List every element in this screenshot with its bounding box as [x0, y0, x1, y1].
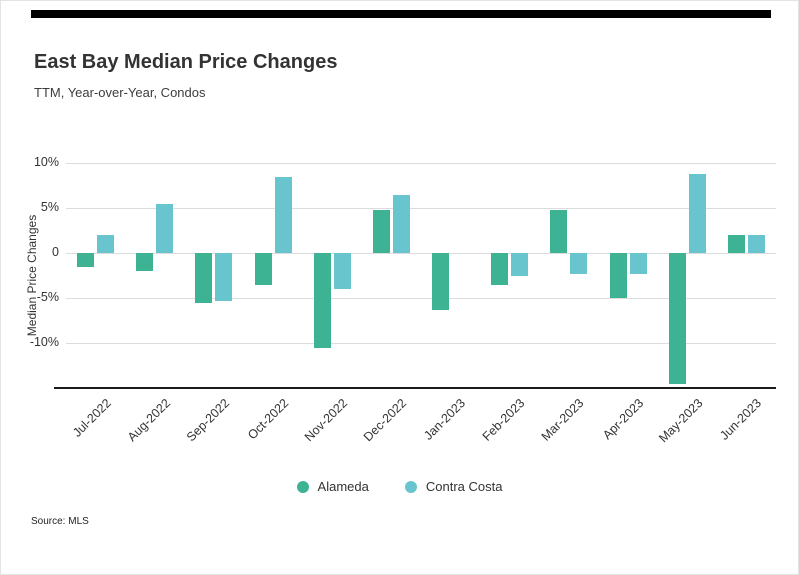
bar-alameda	[727, 235, 745, 253]
y-tick-label: 5%	[40, 200, 59, 214]
bar-alameda	[609, 253, 627, 298]
legend: Alameda Contra Costa	[1, 479, 798, 494]
legend-item: Contra Costa	[404, 479, 503, 494]
top-accent-bar	[31, 10, 771, 18]
y-axis-title: Median Price Changes	[25, 214, 39, 337]
y-tick-label: 0	[52, 245, 59, 259]
chart-subtitle: TTM, Year-over-Year, Condos	[34, 85, 206, 100]
bar-contra-costa	[215, 253, 233, 301]
x-axis-label: Mar-2023	[539, 396, 587, 444]
plot-area: Jul-2022 Aug-2022 Sep-2022 Oct-2022 Nov-2022…	[54, 163, 776, 445]
bar-alameda	[136, 253, 154, 271]
gridline	[66, 298, 776, 299]
bar-alameda	[313, 253, 331, 348]
bar-contra-costa	[274, 176, 292, 253]
x-axis-line	[54, 387, 776, 389]
gridline	[66, 208, 776, 209]
legend-label: Contra Costa	[425, 479, 503, 494]
legend-swatch	[404, 480, 417, 493]
y-tick-label: 10%	[33, 155, 59, 169]
bar-contra-costa	[629, 253, 647, 274]
x-axis-label: Dec-2022	[361, 396, 410, 445]
bar-contra-costa	[688, 173, 706, 253]
bar-alameda	[491, 253, 509, 285]
legend-item: Alameda	[296, 479, 369, 494]
bar-alameda	[372, 209, 390, 253]
bar-contra-costa	[156, 203, 174, 253]
gridline	[66, 253, 776, 254]
x-axis-label: Jun-2023	[717, 396, 765, 443]
x-axis-label: Apr-2023	[599, 396, 646, 443]
x-axis-label: May-2023	[655, 396, 706, 446]
y-tick-label: -5%	[36, 290, 59, 304]
x-axis-label: Oct-2022	[244, 396, 291, 443]
bar-contra-costa	[511, 253, 529, 276]
bar-contra-costa	[747, 235, 765, 253]
x-axis-label: Jul-2022	[69, 396, 114, 440]
bar-alameda	[668, 253, 686, 384]
x-axis-label: Jan-2023	[421, 396, 469, 443]
x-axis-label: Nov-2022	[301, 396, 351, 445]
bar-contra-costa	[392, 194, 410, 253]
source-note: Source: MLS	[31, 516, 89, 527]
legend-swatch	[296, 480, 309, 493]
gridline	[66, 163, 776, 164]
bar-alameda	[195, 253, 213, 303]
bar-contra-costa	[333, 253, 351, 289]
x-axis-label: Sep-2022	[183, 396, 232, 445]
gridline	[66, 343, 776, 344]
x-axis-label: Aug-2022	[124, 396, 173, 445]
y-tick-label: -10%	[29, 335, 59, 349]
chart-title: East Bay Median Price Changes	[34, 51, 338, 73]
bar-contra-costa	[97, 235, 115, 253]
x-axis-label: Feb-2023	[479, 396, 528, 444]
bar-alameda	[432, 253, 450, 310]
bar-contra-costa	[570, 253, 588, 274]
legend-label: Alameda	[317, 479, 369, 494]
bar-alameda	[254, 253, 272, 285]
bar-alameda	[77, 253, 95, 267]
bar-alameda	[550, 209, 568, 253]
